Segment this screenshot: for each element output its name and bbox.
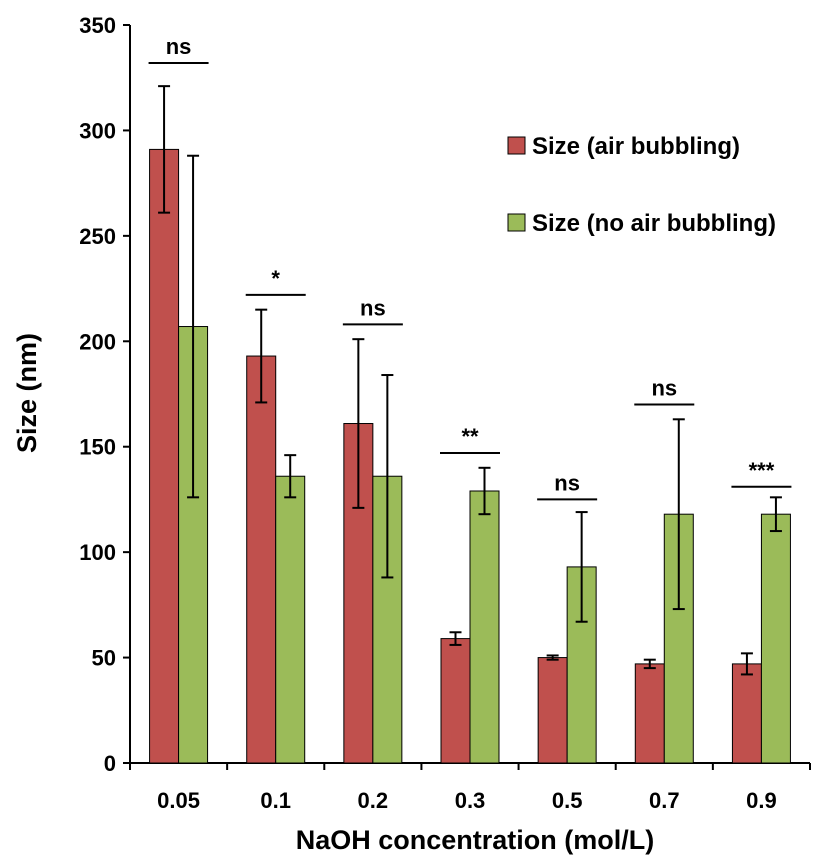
y-tick-label: 300	[79, 118, 116, 143]
bar-air-bubbling	[440, 638, 471, 764]
y-tick-label: 100	[79, 540, 116, 565]
y-axis: 0 50 100 150 200 250 300 350	[79, 13, 131, 776]
bar-air-bubbling	[731, 663, 762, 764]
x-tick-label: 0.05	[157, 788, 200, 813]
bar-air-bubbling	[149, 148, 180, 764]
bar-no-air-bubbling	[469, 490, 500, 764]
y-tick-label: 350	[79, 13, 116, 38]
legend-label: Size (no air bubbling)	[532, 210, 776, 237]
x-axis: 0.05 0.1 0.2 0.3 0.5 0.7 0.9	[129, 762, 811, 813]
x-axis-title: NaOH concentration (mol/L)	[296, 825, 655, 855]
y-tick-label: 200	[79, 329, 116, 354]
significance-group: ns * ns ** ns ns ***	[148, 34, 792, 501]
y-axis-title: Size (nm)	[12, 333, 42, 453]
x-tick-label: 0.7	[649, 788, 680, 813]
legend-swatch	[507, 213, 526, 232]
legend-label: Size (air bubbling)	[532, 133, 740, 160]
x-tick-label: 0.1	[260, 788, 291, 813]
bar-air-bubbling	[246, 355, 277, 764]
bar-no-air-bubbling	[275, 475, 306, 764]
error-bars-group	[158, 85, 782, 676]
x-tick-label: 0.2	[358, 788, 389, 813]
significance-label: ***	[749, 458, 775, 483]
y-tick-label: 150	[79, 435, 116, 460]
bar-air-bubbling	[537, 657, 568, 764]
legend: Size (air bubbling) Size (no air bubbling…	[507, 133, 776, 237]
y-tick-label: 0	[104, 751, 116, 776]
significance-label: **	[461, 424, 479, 449]
legend-swatch	[507, 136, 526, 155]
significance-label: ns	[360, 295, 386, 320]
bars-group	[149, 148, 791, 764]
bar-no-air-bubbling	[760, 513, 791, 764]
y-tick-label: 50	[92, 646, 116, 671]
x-tick-label: 0.9	[746, 788, 777, 813]
significance-label: ns	[166, 34, 192, 59]
y-tick-label: 250	[79, 224, 116, 249]
x-tick-label: 0.3	[455, 788, 486, 813]
bar-air-bubbling	[634, 663, 665, 764]
significance-label: ns	[554, 470, 580, 495]
significance-label: ns	[651, 376, 677, 401]
x-tick-label: 0.5	[552, 788, 583, 813]
significance-label: *	[271, 266, 280, 291]
